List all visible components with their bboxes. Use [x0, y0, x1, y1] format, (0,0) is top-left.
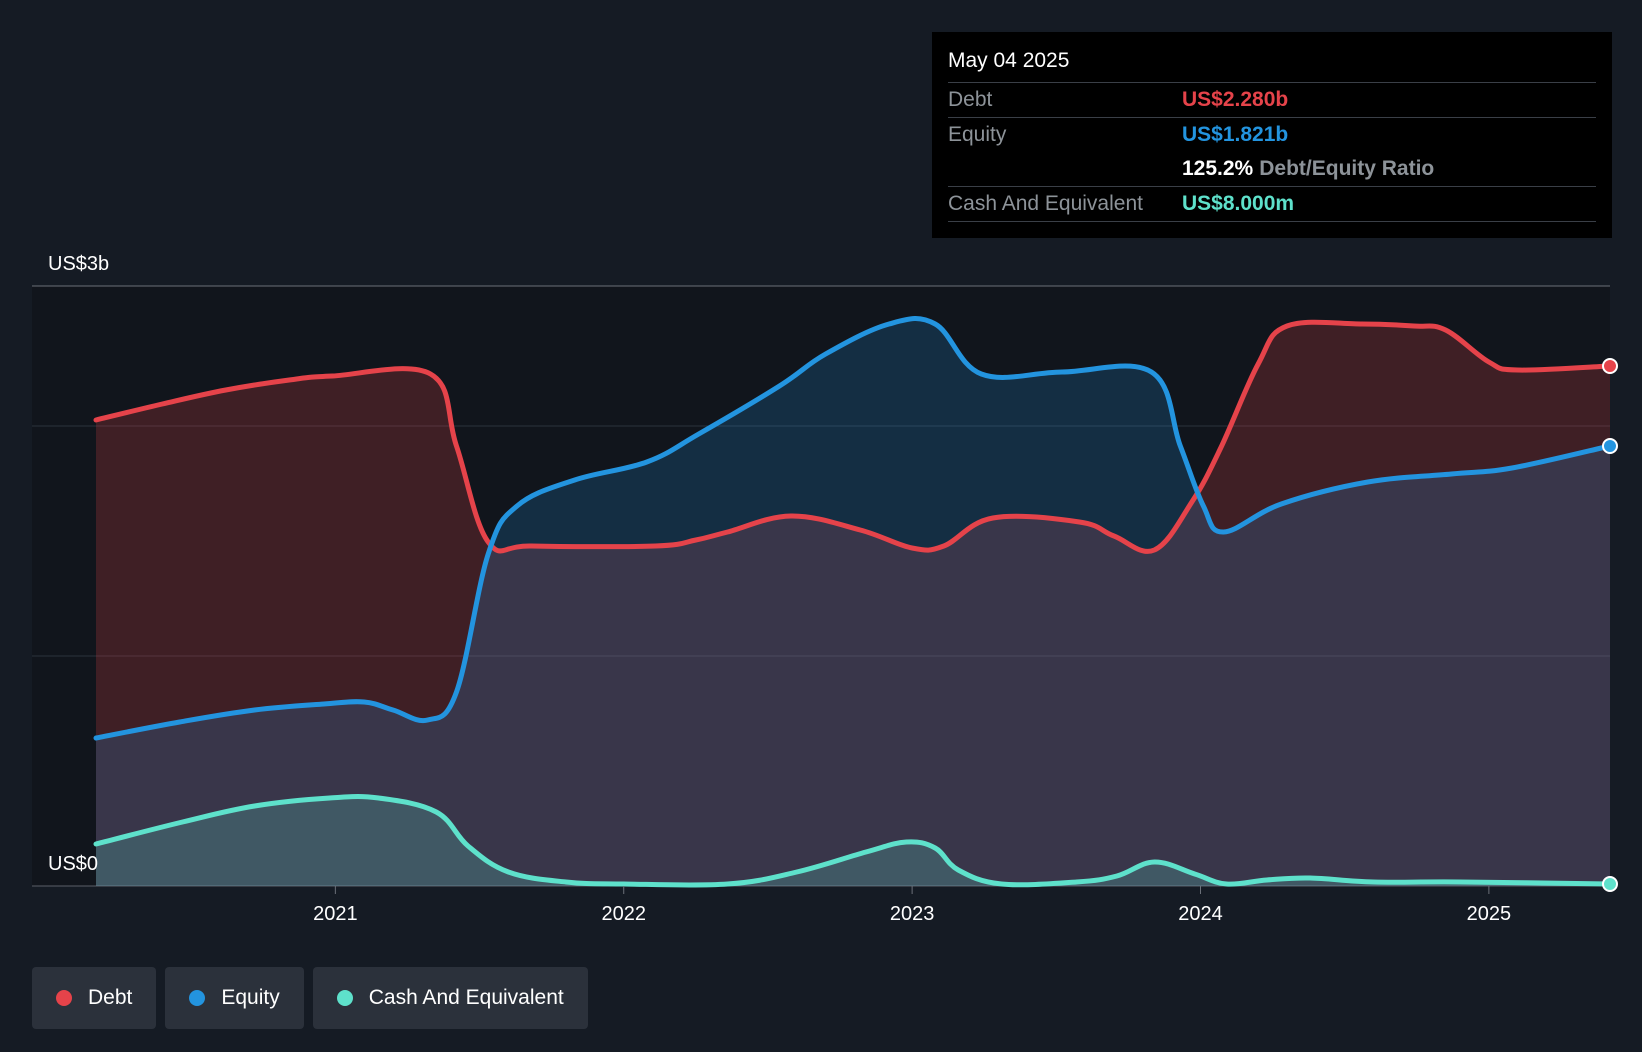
series-lines — [93, 316, 1613, 888]
x-tick-label: 2022 — [601, 903, 646, 925]
legend-label-debt: Debt — [88, 986, 133, 1009]
chart-legend: Debt Equity Cash And Equivalent — [32, 967, 588, 1029]
series-areas — [96, 318, 1610, 887]
line-cash-and-equivalent — [93, 794, 1613, 888]
hover-tooltip: May 04 2025 Debt US$2.280b Equity US$1.8… — [932, 32, 1612, 238]
tooltip-ratio-label: Debt/Equity Ratio — [1259, 157, 1435, 180]
area-cash-and-equivalent — [96, 796, 1610, 886]
endpoint-cash-and-equivalent — [1602, 876, 1618, 892]
line-equity — [93, 316, 1613, 741]
x-tick-label: 2023 — [890, 903, 935, 925]
tooltip-row-ratio: 125.2% Debt/Equity Ratio — [948, 152, 1596, 187]
tooltip-ratio-value: 125.2% — [1182, 157, 1254, 180]
tooltip-value-equity: US$1.821b — [1182, 123, 1289, 146]
legend-dot-debt-icon — [56, 990, 72, 1006]
tooltip-row-cash: Cash And Equivalent US$8.000m — [948, 187, 1596, 222]
area-debt — [96, 322, 1610, 886]
plot-background — [32, 286, 1610, 886]
legend-label-equity: Equity — [221, 986, 280, 1009]
y-axis-top-label: US$3b — [48, 253, 109, 275]
x-tick-label: 2021 — [313, 903, 358, 925]
legend-item-cash[interactable]: Cash And Equivalent — [312, 967, 588, 1029]
area-equity — [96, 318, 1610, 887]
x-tick-label: 2024 — [1178, 903, 1223, 925]
tooltip-key-ratio — [948, 152, 1182, 186]
series-endpoints — [1602, 358, 1618, 892]
tooltip-row-equity: Equity US$1.821b — [948, 118, 1596, 152]
endpoint-debt — [1602, 358, 1618, 374]
tooltip-row-debt: Debt US$2.280b — [948, 83, 1596, 118]
tooltip-key-cash: Cash And Equivalent — [948, 192, 1143, 215]
tooltip-value-cash: US$8.000m — [1182, 192, 1295, 215]
legend-item-equity[interactable]: Equity — [165, 967, 304, 1029]
tooltip-key-equity: Equity — [948, 123, 1007, 146]
legend-label-cash: Cash And Equivalent — [368, 986, 564, 1009]
tooltip-date: May 04 2025 — [948, 46, 1596, 83]
endpoint-equity — [1602, 438, 1618, 454]
x-tick-label: 2025 — [1467, 903, 1512, 925]
line-debt — [93, 319, 1613, 554]
gridlines — [32, 285, 1610, 887]
x-axis-ticks: 2021 2022 2023 2024 2025 — [313, 886, 1511, 925]
legend-item-debt[interactable]: Debt — [32, 967, 157, 1029]
tooltip-value-debt: US$2.280b — [1182, 88, 1289, 111]
tooltip-ratio: 125.2% Debt/Equity Ratio — [1182, 152, 1434, 186]
tooltip-key-debt: Debt — [948, 88, 993, 111]
y-axis-bottom-label: US$0 — [48, 853, 98, 875]
legend-dot-equity-icon — [189, 990, 206, 1006]
legend-dot-cash-icon — [336, 990, 353, 1006]
